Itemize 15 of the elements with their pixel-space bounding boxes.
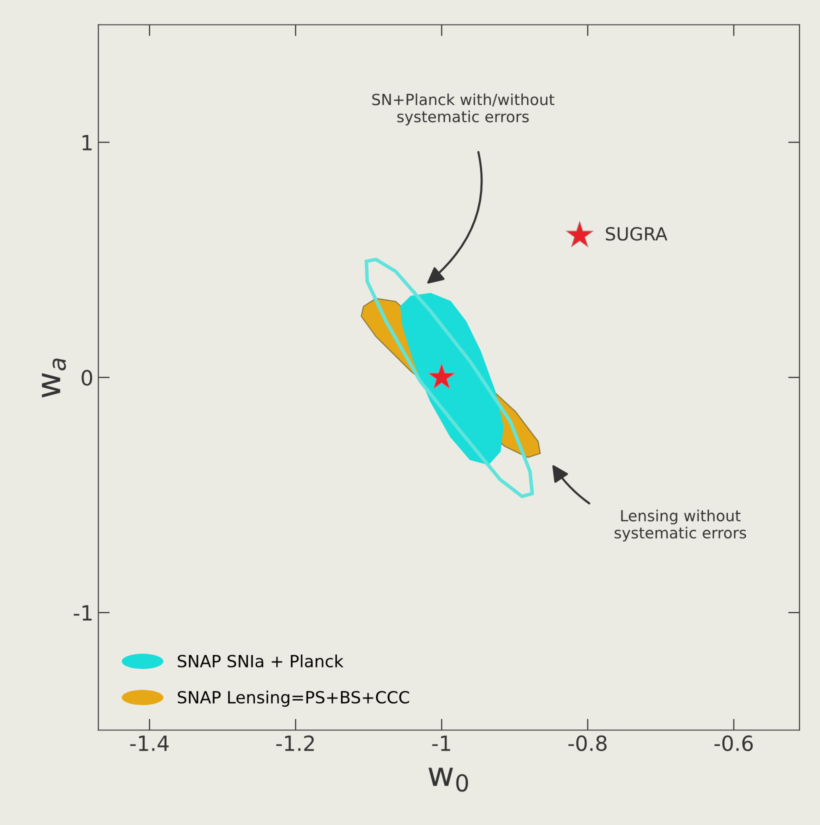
annotation: SUGRA: [606, 227, 668, 241]
x-tick-label: -0.6: [714, 735, 753, 752]
x-tick-label: -1: [432, 736, 450, 751]
x-tick-label: -1.4: [130, 736, 169, 751]
legend-label: SNAP Lensing=PS+BS+CCC: [178, 690, 410, 707]
legend-label: SNAP SNIa + Planck: [178, 654, 344, 668]
annotation: SN+Planck with/without systematic errors: [372, 93, 554, 126]
x-tick-label: -0.8: [568, 735, 607, 752]
y-tick-label: 0: [82, 370, 92, 386]
y-tick-label: 1: [82, 135, 92, 150]
y-axis-title: w$_{a}$: [42, 358, 66, 398]
x-axis-title: w$_{0}$: [428, 768, 468, 792]
y-tick-label: -1: [74, 605, 92, 620]
annotation: Lensing without systematic errors: [614, 510, 746, 542]
x-tick-label: -1.2: [276, 735, 314, 751]
